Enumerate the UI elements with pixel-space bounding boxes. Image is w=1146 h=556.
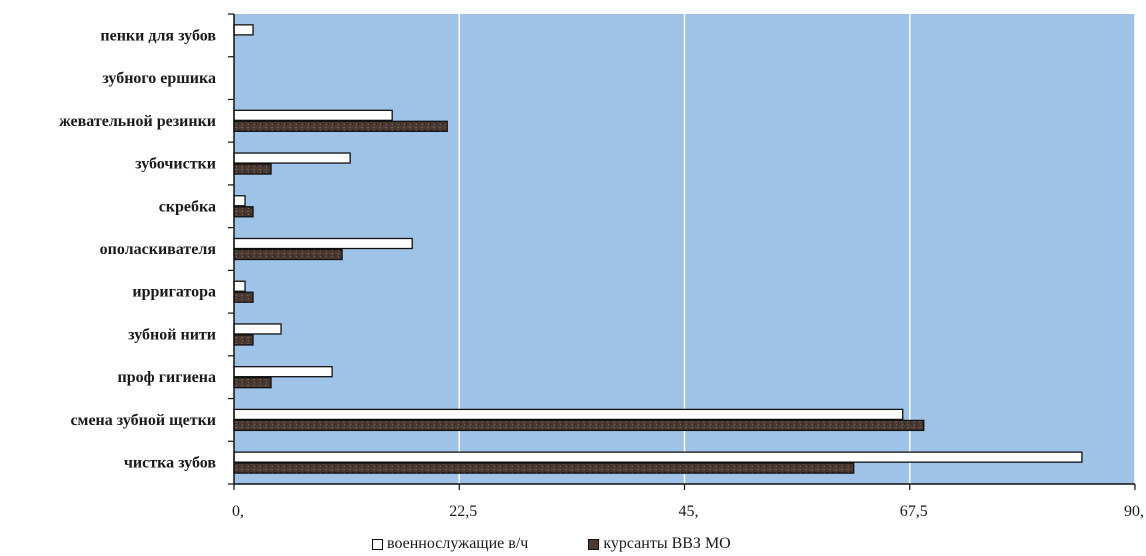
bar-cadets: [233, 419, 925, 432]
category-label: зубной нити: [128, 326, 216, 343]
category-label: чистка зубов: [124, 455, 216, 472]
bar-cadets: [233, 377, 272, 389]
bar-servicemen: [233, 24, 254, 36]
category-label: жевательной резинки: [59, 113, 216, 130]
bar-servicemen: [233, 195, 246, 207]
x-tick-label: 67,5: [900, 503, 928, 520]
category-label: зубочистки: [135, 156, 216, 173]
legend-label: курсанты ВВЗ МО: [603, 535, 731, 552]
bar-cadets: [233, 334, 254, 346]
bar-servicemen: [233, 408, 904, 421]
category-label: скребка: [159, 198, 216, 215]
bar-cadets: [233, 291, 254, 303]
x-tick-label: 22,5: [449, 503, 477, 520]
legend-swatch-white: [372, 538, 383, 550]
legend-item-cadets: курсанты ВВЗ МО: [588, 535, 731, 553]
gridlines: [458, 14, 1136, 484]
x-tick-label: 45,: [679, 503, 699, 520]
legend-item-servicemen: военнослужащие в/ч: [372, 535, 528, 553]
category-label: ирригатора: [132, 284, 216, 301]
bar-cadets: [233, 163, 272, 175]
bar-cadets: [233, 462, 855, 474]
axes: [228, 13, 1136, 490]
category-labels: пенки для зубов зубного ершика жевательной…: [59, 27, 216, 471]
category-label: проф гигиена: [118, 369, 216, 386]
x-tick-label: 0,: [232, 503, 244, 520]
x-tick-label: 90,: [1124, 503, 1144, 520]
bar-servicemen: [233, 109, 393, 121]
legend-swatch-dark: [588, 538, 600, 550]
bar-servicemen: [233, 237, 413, 250]
bar-cadets: [233, 248, 343, 261]
bar-servicemen: [233, 152, 351, 164]
category-label: зубного ершика: [102, 70, 216, 87]
bar-cadets: [233, 206, 254, 218]
bar-servicemen: [233, 451, 1083, 463]
tick-labels: 0, 22,5 45, 67,5 90,: [232, 503, 1144, 520]
category-label: пенки для зубов: [100, 27, 216, 44]
bar-servicemen: [233, 366, 333, 378]
category-label: ополаскивателя: [100, 241, 217, 258]
category-label: смена зубной щетки: [70, 412, 216, 429]
bar-cadets: [233, 120, 448, 132]
legend: военнослужащие в/ч курсанты ВВЗ МО: [372, 535, 731, 553]
legend-label: военнослужащие в/ч: [387, 535, 529, 552]
bar-servicemen: [233, 280, 246, 292]
bar-servicemen: [233, 323, 282, 335]
